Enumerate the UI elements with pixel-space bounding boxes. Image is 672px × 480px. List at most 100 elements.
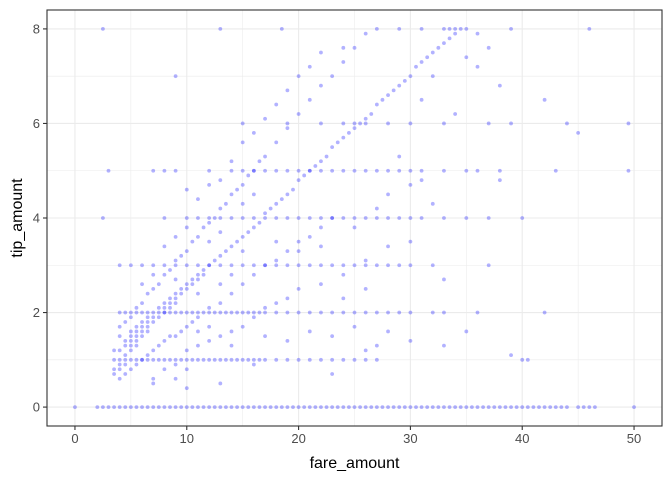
data-point — [442, 216, 446, 220]
data-point — [386, 93, 390, 97]
data-point — [73, 405, 77, 409]
data-point — [285, 216, 290, 220]
data-point — [207, 216, 212, 220]
data-point — [251, 168, 256, 173]
data-point — [251, 272, 256, 277]
data-point — [352, 45, 357, 50]
data-point — [140, 334, 144, 339]
data-point — [229, 216, 234, 220]
data-point — [207, 168, 212, 173]
data-point — [224, 249, 228, 253]
data-point — [442, 121, 446, 126]
data-point — [123, 372, 128, 376]
data-point — [140, 263, 144, 268]
data-point — [319, 83, 323, 88]
data-point — [263, 310, 267, 315]
data-point — [386, 121, 390, 126]
data-point — [430, 263, 435, 268]
data-point — [263, 154, 267, 159]
data-point — [296, 310, 301, 315]
data-point — [218, 27, 223, 31]
x-tick-label: 30 — [403, 431, 417, 446]
data-point — [240, 405, 245, 409]
data-point — [263, 263, 267, 268]
data-point — [559, 405, 564, 409]
data-point — [341, 405, 346, 409]
data-point — [587, 27, 592, 31]
data-point — [470, 405, 474, 409]
data-point — [274, 310, 279, 315]
data-point — [123, 343, 128, 348]
data-point — [363, 116, 368, 121]
data-point — [101, 216, 105, 220]
data-point — [475, 31, 480, 36]
data-point — [307, 310, 312, 315]
data-point — [240, 357, 245, 362]
data-point — [369, 405, 374, 409]
data-point — [246, 173, 251, 178]
data-point — [196, 405, 200, 409]
data-point — [374, 168, 379, 173]
data-point — [374, 102, 379, 107]
data-point — [140, 329, 144, 334]
data-point — [374, 216, 379, 220]
data-point — [341, 168, 346, 173]
data-point — [151, 320, 156, 324]
data-point — [229, 263, 234, 268]
data-point — [313, 164, 318, 168]
data-point — [128, 334, 133, 339]
data-point — [330, 334, 335, 339]
data-point — [492, 405, 497, 409]
data-point — [179, 291, 184, 296]
data-point — [296, 249, 301, 253]
data-point — [229, 329, 234, 334]
data-point — [134, 405, 139, 409]
data-point — [218, 206, 223, 211]
data-point — [190, 277, 195, 282]
data-point — [173, 334, 178, 339]
data-point — [386, 329, 390, 334]
data-point — [447, 36, 452, 41]
data-point — [173, 291, 178, 296]
data-point — [151, 405, 156, 409]
data-point — [296, 168, 301, 173]
data-point — [224, 405, 228, 409]
data-point — [145, 329, 150, 334]
data-point — [307, 329, 312, 334]
data-point — [240, 249, 245, 253]
data-point — [352, 263, 357, 268]
data-point — [347, 131, 351, 135]
data-point — [464, 55, 469, 60]
data-point — [212, 405, 217, 409]
data-point — [123, 339, 128, 343]
data-point — [525, 405, 530, 409]
data-point — [207, 220, 212, 225]
data-point — [475, 64, 480, 69]
x-tick-label: 0 — [71, 431, 78, 446]
data-point — [442, 41, 446, 45]
data-point — [386, 263, 390, 268]
data-point — [123, 353, 128, 357]
data-point — [257, 405, 262, 409]
data-point — [358, 405, 362, 409]
data-point — [402, 405, 407, 409]
data-point — [453, 31, 458, 36]
data-point — [386, 405, 390, 409]
data-point — [397, 154, 402, 159]
data-point — [184, 324, 189, 329]
data-point — [447, 405, 452, 409]
data-point — [319, 357, 323, 362]
data-point — [212, 310, 217, 315]
data-point — [542, 310, 547, 315]
y-tick-label: 4 — [33, 211, 40, 226]
data-point — [145, 405, 150, 409]
data-point — [386, 192, 390, 197]
data-point — [386, 168, 390, 173]
data-point — [419, 97, 424, 102]
data-point — [453, 405, 458, 409]
data-point — [156, 343, 161, 348]
data-point — [173, 376, 178, 381]
data-point — [162, 244, 167, 249]
data-point — [442, 27, 446, 31]
data-point — [374, 206, 379, 211]
